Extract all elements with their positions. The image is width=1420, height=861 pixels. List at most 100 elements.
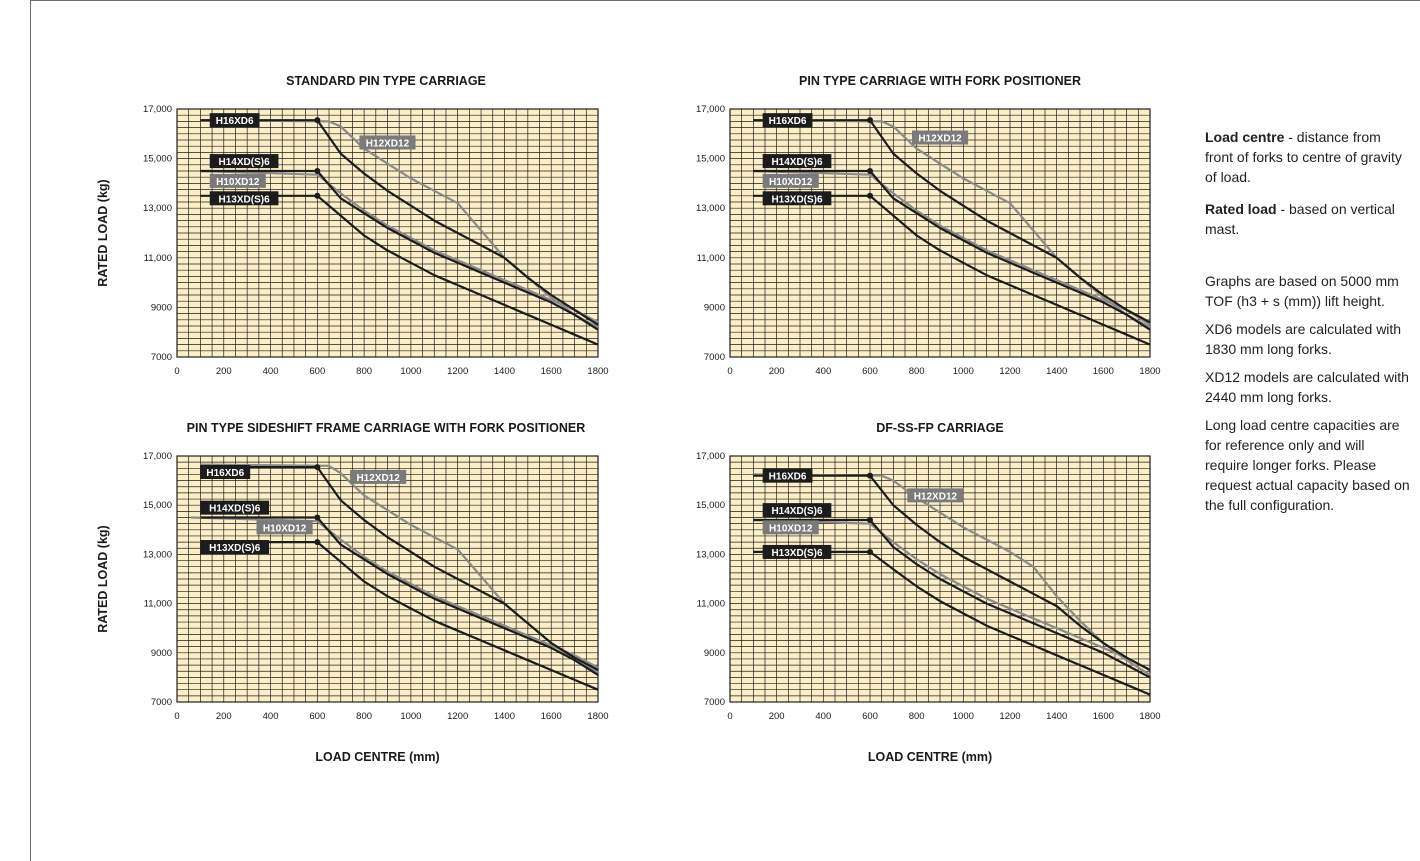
chart-title: PIN TYPE SIDESHIFT FRAME CARRIAGE WITH F… [187,421,586,435]
series-line-h14xd-s-6 [200,169,599,331]
series-label-bg-h13xd-s-6 [762,544,832,559]
series-line-h16xd6 [200,466,599,671]
series-label-h14xd-s-6: H14XD(S)6 [209,504,261,515]
note-load-centre: Load centre - distance from front of for… [1205,127,1410,187]
series-label-h13xd-s-6: H13XD(S)6 [771,548,823,559]
series-line-h10xd12 [190,516,599,669]
y-tick-label: 17,000 [696,104,725,115]
series-line-h13xd-s-6 [200,194,599,346]
series-line-h14xd-s-6 [200,516,599,676]
y-tick-label: 11,000 [144,599,172,610]
y-tick-label: 9000 [151,648,172,659]
y-tick-label: 7000 [704,697,725,708]
y-tick-label: 15,000 [143,154,172,165]
y-tick-label: 9000 [704,648,725,659]
x-tick-label: 400 [815,711,831,722]
x-tick-label: 200 [216,366,232,377]
series-label-h12xd12: H12XD12 [914,491,958,502]
series-label-h10xd12: H10XD12 [263,523,307,534]
y-tick-label: 7000 [704,352,725,363]
series-label-bg-h13xd-s-6 [762,191,832,206]
x-tick-label: 600 [862,711,878,722]
y-tick-label: 9000 [704,302,725,313]
rated-load-def: - based on vertical mast. [1205,201,1395,237]
chart-3: PIN TYPE SIDESHIFT FRAME CARRIAGE WITH F… [96,421,609,764]
series-line-h14xd-s-6 [753,169,1151,331]
series-label-h12xd12: H12XD12 [918,134,962,145]
series-label-bg-h12xd12 [350,469,407,484]
series-marker-h14xd-s-6 [314,514,321,521]
series-label-bg-h16xd6 [209,113,260,128]
x-tick-label: 1400 [1046,711,1067,722]
series-label-bg-h10xd12 [209,173,266,188]
series-line-h10xd12 [200,169,599,324]
x-tick-label: 800 [909,366,925,377]
chart-1: STANDARD PIN TYPE CARRIAGE 0 200 400 600 800 1… [96,74,609,377]
series-line-h12xd12 [753,119,1151,329]
x-tick-label: 1600 [1093,711,1114,722]
y-tick-label: 17,000 [696,451,725,462]
series-marker-h16xd6 [314,117,321,124]
plot-border [176,455,599,703]
note-xd6: XD6 models are calculated with 1830 mm l… [1205,321,1402,357]
chart-2: PIN TYPE CARRIAGE WITH FORK POSITIONER 0 2… [696,74,1161,377]
series-label-bg-h12xd12 [912,130,969,145]
series-label-h12xd12: H12XD12 [366,138,410,149]
y-tick-label: 17,000 [143,451,172,462]
series-marker-h16xd6 [314,464,321,471]
chart-title: DF-SS-FP CARRIAGE [876,421,1004,435]
series-label-bg-h13xd-s-6 [200,540,270,555]
series-label-bg-h16xd6 [762,113,813,128]
series-marker-h14xd-s-6 [867,516,873,523]
x-tick-label: 0 [727,711,732,722]
x-tick-label: 1400 [1046,366,1067,377]
series-label-bg-h14xd-s-6 [762,503,832,518]
series-label-bg-h10xd12 [762,173,819,188]
series-label-bg-h14xd-s-6 [209,154,279,169]
series-label-bg-h14xd-s-6 [762,154,832,169]
note-xd12: XD12 models are calculated with 2440 mm … [1205,369,1409,405]
y-axis-label: RATED LOAD (kg) [96,525,110,632]
series-label-h14xd-s-6: H14XD(S)6 [219,157,271,168]
y-tick-label: 15,000 [696,500,725,511]
grid [729,108,1151,358]
series-label-bg-h16xd6 [200,464,251,479]
load-centre-def: - distance from front of forks to centre… [1205,129,1402,185]
page-frame [30,0,1420,861]
series-line-h16xd6 [753,474,1151,671]
series-marker-h14xd-s-6 [867,168,873,174]
x-tick-label: 0 [174,366,179,377]
note-rated-load: Rated load - based on vertical mast. [1205,199,1410,239]
y-tick-label: 13,000 [143,203,172,214]
y-tick-label: 13,000 [696,203,725,214]
series-label-h12xd12: H12XD12 [356,473,400,484]
x-tick-label: 400 [263,366,279,377]
x-tick-label: 200 [769,366,785,377]
series-label-h14xd-s-6: H14XD(S)6 [771,506,823,517]
series-label-h10xd12: H10XD12 [216,177,260,188]
y-tick-label: 13,000 [143,549,172,560]
series-marker-h16xd6 [867,117,873,124]
y-axis-label: RATED LOAD (kg) [96,179,110,286]
series-line-h13xd-s-6 [753,550,1151,696]
y-tick-label: 15,000 [696,154,725,165]
series-label-bg-h10xd12 [256,520,313,535]
x-axis-label: LOAD CENTRE (mm) [315,750,439,764]
x-tick-label: 600 [309,711,325,722]
plot-border [729,455,1151,703]
x-tick-label: 600 [309,366,325,377]
series-line-h13xd-s-6 [200,541,599,691]
series-label-h16xd6: H16XD6 [769,472,807,483]
rated-load-term: Rated load [1205,201,1277,217]
series-marker-h13xd-s-6 [867,192,873,199]
grid [176,108,599,358]
x-tick-label: 800 [356,366,372,377]
side-notes: Load centre - distance from front of for… [1205,127,1410,515]
series-marker-h13xd-s-6 [314,539,321,546]
y-tick-label: 11,000 [697,253,725,264]
plot-border [176,108,599,358]
series-label-h16xd6: H16XD6 [769,116,807,127]
y-tick-label: 13,000 [696,549,725,560]
series-label-h10xd12: H10XD12 [769,177,813,188]
